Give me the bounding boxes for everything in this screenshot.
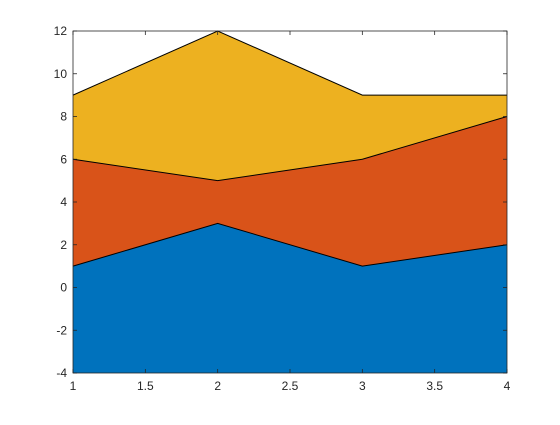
y-tick-label: 4 [60,195,67,209]
area-series-3 [73,31,507,181]
y-tick-label: 0 [60,281,67,295]
area-series-3-top-edge [72,30,507,96]
area-series-2 [73,116,507,267]
y-axis-ticks: -4 -2 0 2 4 6 8 10 12 [54,24,507,380]
y-tick-label: 10 [54,67,68,81]
y-tick-label: -4 [56,366,67,380]
area-series-1-top-edge [72,222,508,267]
y-tick-label: 6 [60,152,67,166]
y-tick-label: 2 [60,238,67,252]
x-tick-label: 3 [359,379,366,393]
y-tick-label: 8 [60,110,67,124]
x-axis-ticks: 1 1.5 2 2.5 3 3.5 4 [70,31,511,393]
x-tick-label: 2 [214,379,221,393]
x-tick-label: 3.5 [426,379,443,393]
y-tick-label: -2 [56,323,67,337]
x-tick-label: 1.5 [137,379,154,393]
y-tick-label: 12 [54,24,68,38]
area-series-2-top-edge [72,116,508,182]
x-tick-label: 1 [70,379,77,393]
x-tick-label: 4 [504,379,511,393]
area-outlines-group [72,30,508,267]
x-tick-label: 2.5 [282,379,299,393]
